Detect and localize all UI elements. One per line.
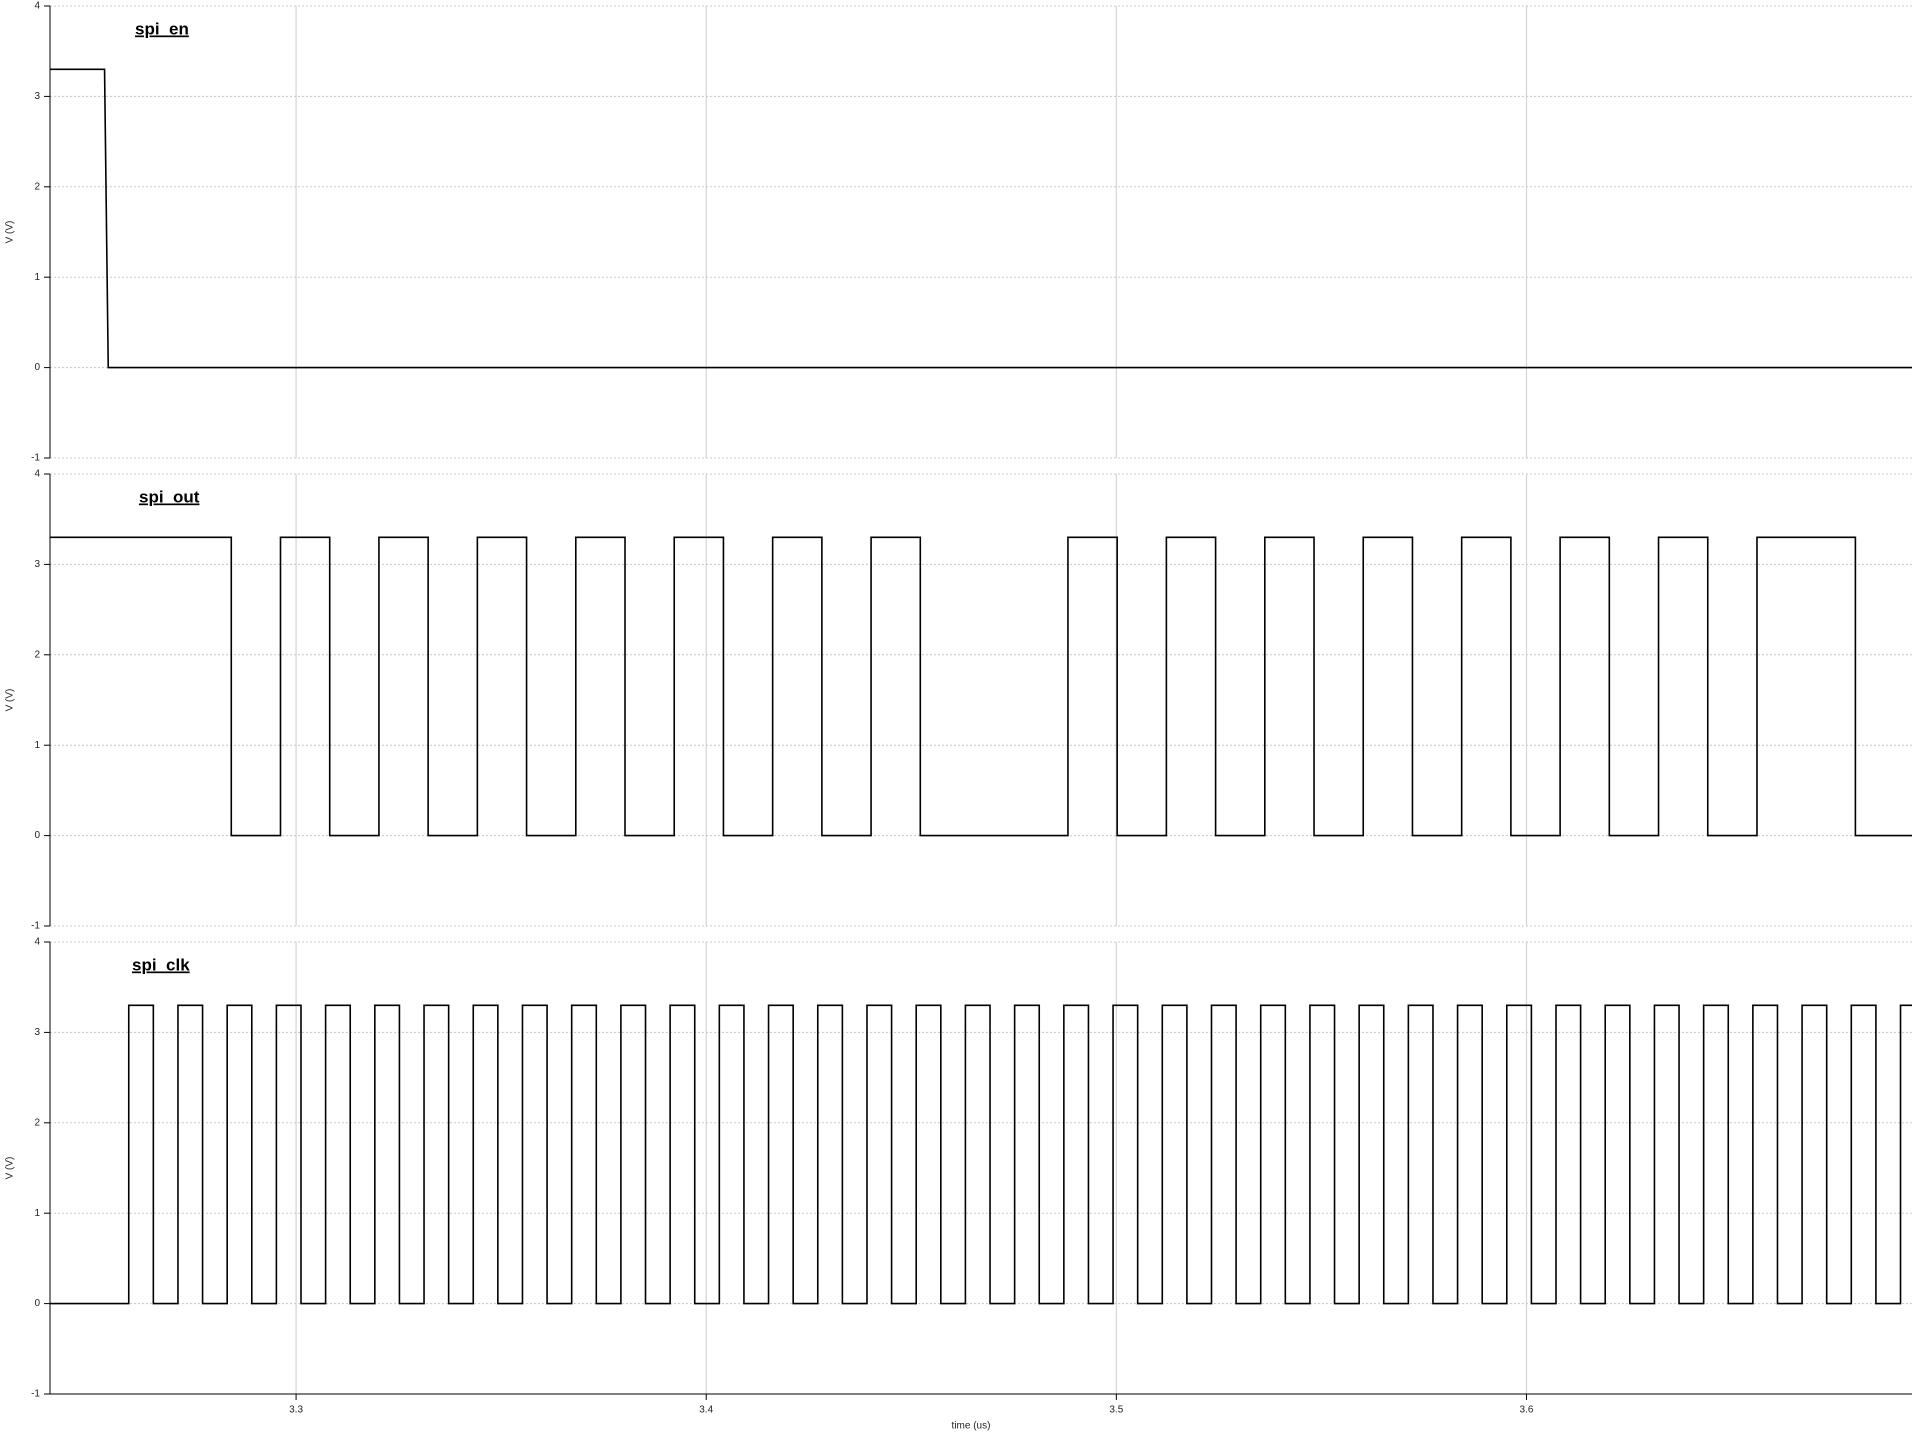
waveform <box>50 536 1912 837</box>
x-tick-label: 3.4 <box>699 1405 713 1416</box>
y-tick-label: -1 <box>31 453 40 464</box>
y-tick-label: 2 <box>34 649 40 660</box>
panel-title: spi_en <box>135 19 189 38</box>
y-tick-label: 0 <box>34 1298 40 1309</box>
y-tick-label: 1 <box>34 1208 40 1219</box>
y-tick-label: -1 <box>31 1389 40 1400</box>
x-tick-label: 3.3 <box>289 1405 303 1416</box>
y-tick-label: 4 <box>34 937 40 948</box>
y-tick-label: 2 <box>34 181 40 192</box>
y-tick-label: 3 <box>34 91 40 102</box>
y-tick-label: 1 <box>34 272 40 283</box>
y-tick-label: 4 <box>34 1 40 12</box>
x-axis-label: time (us) <box>952 1421 991 1432</box>
y-tick-label: 0 <box>34 362 40 373</box>
y-tick-label: 3 <box>34 559 40 570</box>
x-tick-label: 3.5 <box>1109 1405 1123 1416</box>
y-axis-label: V (V) <box>5 1157 16 1180</box>
y-axis-label: V (V) <box>5 689 16 712</box>
y-tick-label: 3 <box>34 1027 40 1038</box>
x-tick-label: 3.6 <box>1520 1405 1534 1416</box>
y-axis-label: V (V) <box>5 221 16 244</box>
panel-title: spi_out <box>139 487 200 506</box>
y-tick-label: 0 <box>34 830 40 841</box>
panel-title: spi_clk <box>132 955 190 974</box>
y-tick-label: 1 <box>34 740 40 751</box>
waveform <box>50 68 1912 369</box>
y-tick-label: 4 <box>34 469 40 480</box>
waveform <box>50 1004 1912 1305</box>
y-tick-label: -1 <box>31 921 40 932</box>
y-tick-label: 2 <box>34 1117 40 1128</box>
